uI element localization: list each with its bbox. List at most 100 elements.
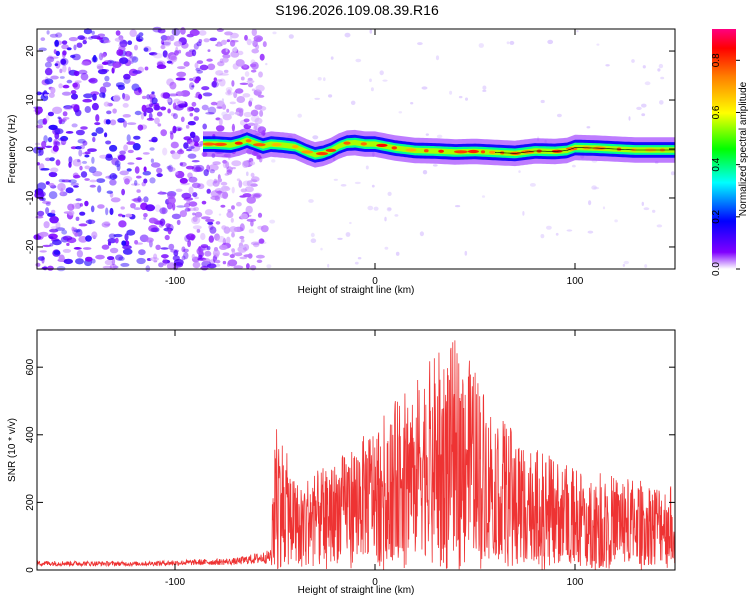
heatmap-noise-cell: [234, 252, 243, 257]
heatmap-noise-cell: [105, 154, 113, 161]
heatmap-noise-cell: [234, 46, 237, 49]
heatmap-noise-cell: [187, 146, 195, 150]
heatmap-noise-cell: [272, 31, 277, 35]
heatmap-noise-cell: [201, 86, 210, 91]
heatmap-noise-cell: [174, 171, 179, 175]
heatmap-noise-cell: [254, 104, 263, 110]
heatmap-noise-cell: [66, 47, 72, 51]
heatmap-noise-cell: [185, 51, 194, 57]
heatmap-noise-cell: [82, 140, 88, 146]
heatmap-noise-cell: [183, 136, 192, 141]
heatmap-noise-cell: [310, 238, 317, 243]
heatmap-noise-cell: [119, 57, 129, 64]
heatmap-noise-cell: [96, 37, 103, 40]
heatmap-noise-cell: [212, 249, 220, 257]
heatmap-noise-cell: [75, 129, 85, 136]
heatmap-noise-cell: [175, 170, 185, 179]
heatmap-noise-cell: [131, 83, 140, 91]
heatmap-noise-cell: [123, 175, 133, 183]
heatmap-noise-cell: [145, 204, 156, 212]
heatmap-noise-cell: [206, 179, 215, 187]
heatmap-noise-cell: [183, 197, 194, 201]
heatmap-noise-cell: [216, 264, 221, 267]
heatmap-noise-cell: [84, 106, 92, 113]
heatmap-noise-cell: [196, 69, 203, 74]
colorbar: 0.0 0.2 0.4 0.6 0.8 Normalized spectral ampl…: [711, 29, 749, 276]
heatmap-noise-cell: [257, 212, 263, 218]
heatmap-noise-cell: [240, 76, 245, 81]
y-tick-label: 200: [25, 494, 36, 511]
heatmap-noise-cell: [45, 202, 51, 206]
heatmap-noise-cell: [387, 207, 392, 211]
heatmap-noise-cell: [251, 40, 254, 44]
heatmap-noise-cell: [226, 169, 233, 175]
heatmap-noise-cell: [127, 40, 133, 45]
heatmap-noise-cell: [204, 209, 213, 216]
heatmap-noise-cell: [37, 210, 45, 217]
heatmap-noise-cell: [34, 106, 43, 115]
heatmap-noise-cell: [206, 246, 211, 251]
heatmap-noise-cell: [160, 106, 167, 111]
heatmap-noise-cell: [255, 84, 265, 92]
heatmap-noise-cell: [199, 64, 209, 71]
heatmap-noise-cell: [160, 129, 167, 137]
heatmap-noise-cell: [115, 30, 121, 36]
heatmap-peak-cell: [438, 149, 444, 153]
heatmap-noise-cell: [42, 118, 48, 125]
heatmap-noise-cell: [657, 68, 661, 72]
heatmap-noise-cell: [75, 258, 84, 265]
heatmap-noise-cell: [211, 80, 217, 88]
heatmap-noise-cell: [222, 185, 225, 191]
heatmap-noise-cell: [122, 114, 131, 118]
heatmap-noise-cell: [133, 135, 141, 140]
heatmap-noise-cell: [185, 124, 190, 129]
heatmap-noise-cell: [191, 85, 195, 88]
heatmap-peak-cell: [213, 142, 227, 146]
x-tick-label: 0: [372, 577, 378, 588]
heatmap-noise-cell: [642, 65, 646, 69]
heatmap-noise-cell: [166, 35, 171, 41]
heatmap-noise-cell: [137, 124, 144, 131]
heatmap-noise-cell: [43, 221, 50, 229]
heatmap-noise-cell: [105, 207, 109, 216]
heatmap-noise-cell: [239, 223, 245, 232]
heatmap-noise-cell: [164, 234, 170, 241]
heatmap-noise-cell: [288, 34, 294, 39]
heatmap-noise-cell: [205, 112, 215, 115]
heatmap-noise-cell: [77, 159, 81, 163]
heatmap-noise-cell: [167, 228, 172, 235]
heatmap-noise-cell: [239, 82, 249, 86]
heatmap-noise-cell: [58, 83, 63, 89]
heatmap-noise-cell: [62, 50, 67, 56]
heatmap-noise-cell: [371, 184, 375, 188]
heatmap-noise-cell: [99, 86, 107, 94]
heatmap-noise-cell: [172, 202, 176, 211]
heatmap-noise-cell: [149, 257, 159, 262]
heatmap-noise-cell: [57, 183, 66, 191]
heatmap-noise-cell: [160, 35, 168, 41]
heatmap-noise-cell: [75, 198, 82, 202]
heatmap-noise-cell: [126, 229, 136, 236]
heatmap-noise-cell: [119, 150, 126, 155]
heatmap-noise-cell: [66, 242, 70, 246]
heatmap-noise-cell: [464, 250, 468, 256]
heatmap-noise-cell: [180, 116, 185, 123]
heatmap-noise-cell: [71, 123, 78, 128]
heatmap-noise-cell: [95, 114, 100, 122]
heatmap-noise-cell: [125, 95, 130, 101]
heatmap-noise-cell: [231, 123, 235, 132]
heatmap-noise-cell: [200, 232, 206, 241]
heatmap-noise-cell: [327, 263, 330, 268]
heatmap-noise-cell: [112, 174, 118, 179]
heatmap-noise-cell: [314, 97, 321, 100]
heatmap-noise-cell: [177, 66, 186, 70]
heatmap-noise-cell: [168, 164, 173, 173]
heatmap-noise-cell: [179, 162, 183, 166]
heatmap-noise-cell: [94, 122, 101, 126]
heatmap-noise-cell: [251, 69, 257, 73]
heatmap-noise-cell: [221, 111, 228, 117]
heatmap-noise-cell: [213, 77, 217, 82]
heatmap-noise-cell: [251, 176, 260, 183]
heatmap-noise-cell: [219, 244, 228, 250]
heatmap-noise-cell: [61, 229, 68, 235]
